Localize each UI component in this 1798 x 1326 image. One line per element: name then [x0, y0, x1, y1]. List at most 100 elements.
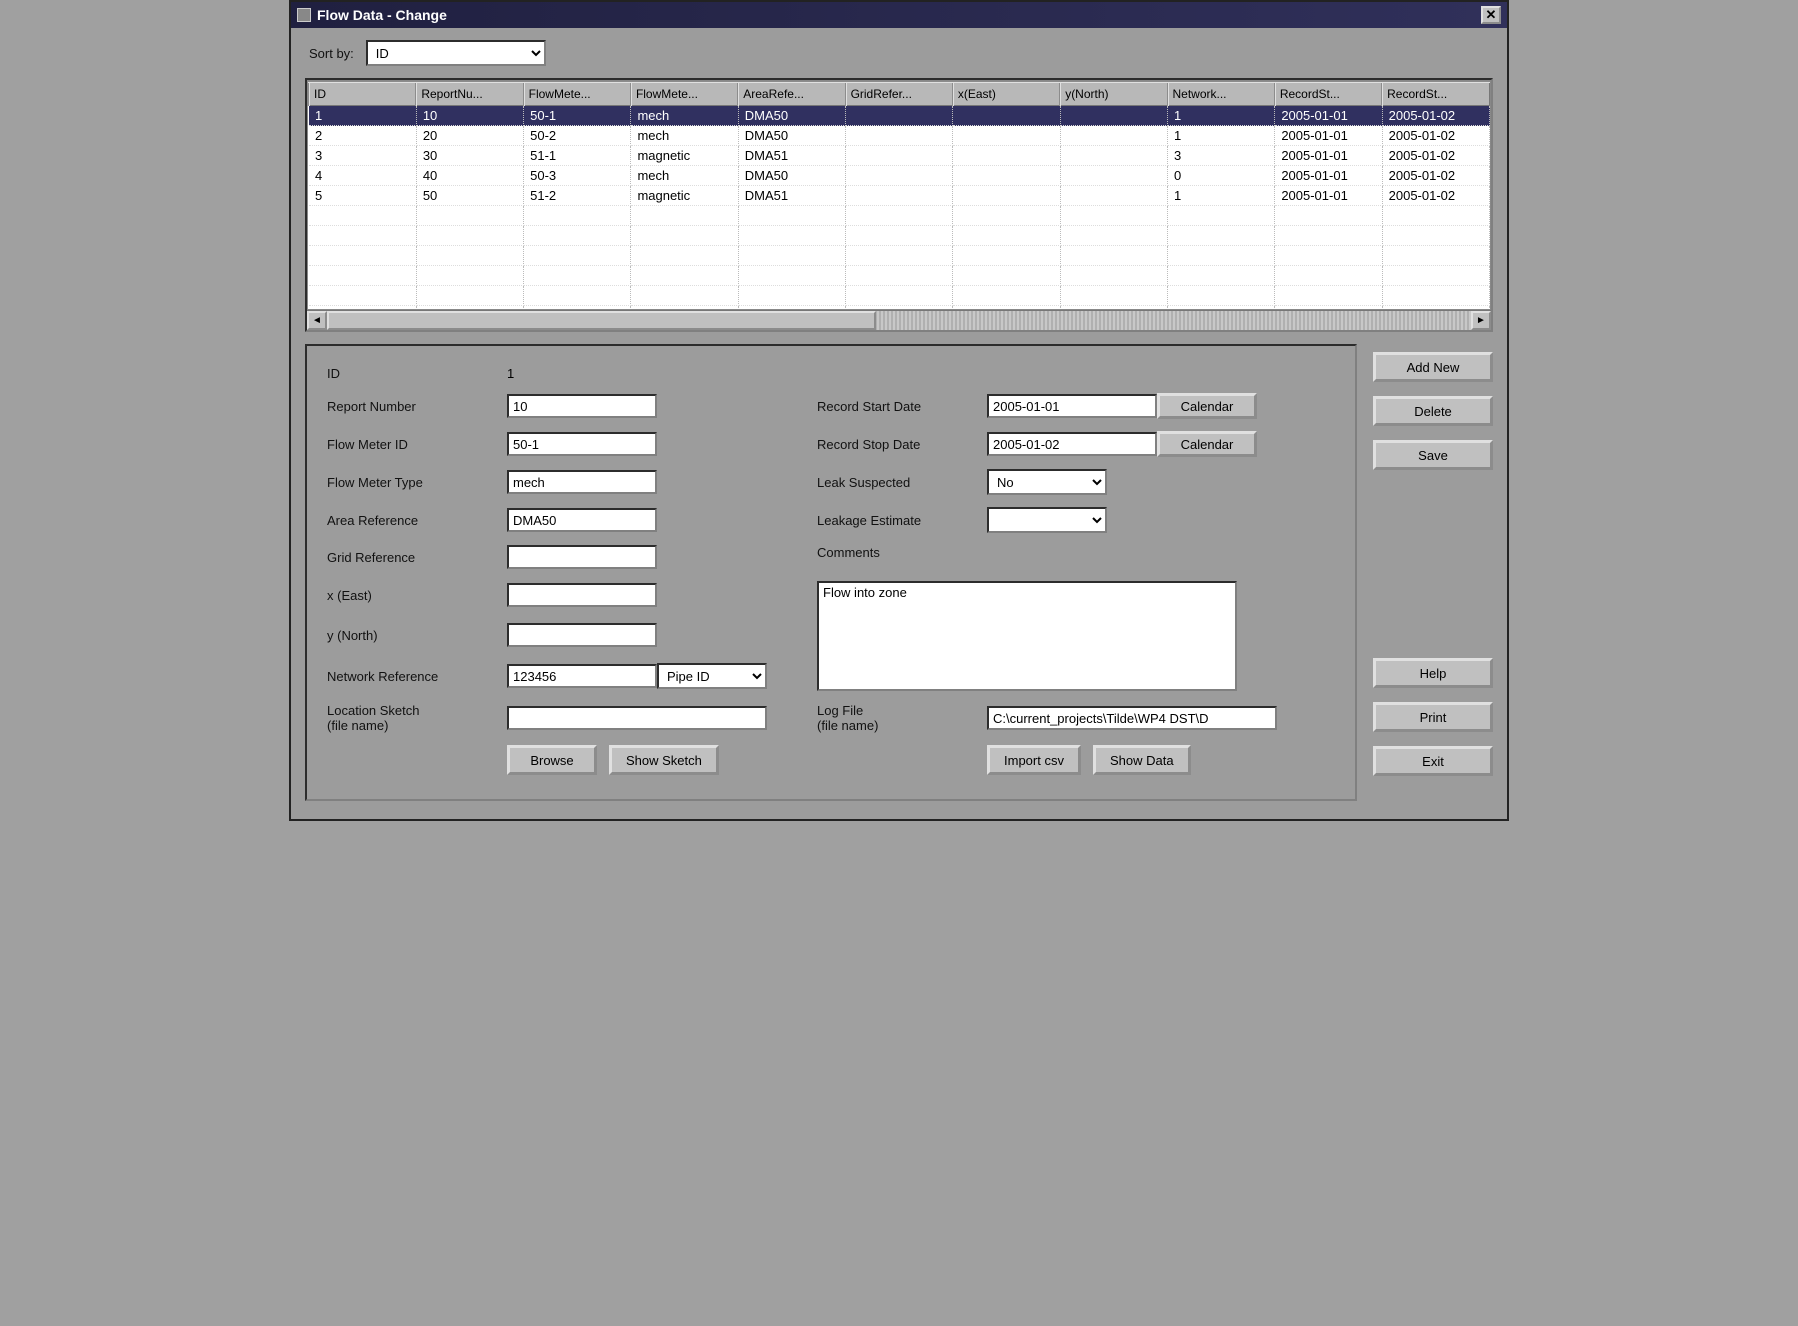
y-label: y (North) [327, 628, 507, 643]
scroll-left-icon[interactable]: ◄ [307, 311, 327, 330]
stopdate-label: Record Stop Date [817, 437, 987, 452]
table-cell: 2005-01-02 [1382, 166, 1489, 186]
type-label: Flow Meter Type [327, 475, 507, 490]
loc-input[interactable] [507, 706, 767, 730]
table-cell [846, 146, 953, 166]
column-header[interactable]: GridRefer... [846, 82, 953, 106]
scroll-thumb[interactable] [327, 311, 876, 330]
table-cell: 2005-01-01 [1275, 186, 1382, 206]
table-cell: 2005-01-02 [1382, 126, 1489, 146]
table-cell [1060, 166, 1167, 186]
type-input[interactable] [507, 470, 657, 494]
comments-textarea[interactable]: Flow into zone [817, 581, 1237, 691]
id-label: ID [327, 366, 507, 381]
y-input[interactable] [507, 623, 657, 647]
area-label: Area Reference [327, 513, 507, 528]
table-cell: 2 [309, 126, 416, 146]
table-cell [846, 166, 953, 186]
leak-select[interactable]: No [987, 469, 1107, 495]
addnew-button[interactable]: Add New [1373, 352, 1493, 382]
app-icon [297, 8, 311, 22]
area-input[interactable] [507, 508, 657, 532]
client-area: Sort by: ID IDReportNu...FlowMete...Flow… [291, 28, 1507, 819]
netref-label: Network Reference [327, 669, 507, 684]
startdate-label: Record Start Date [817, 399, 987, 414]
loc-label: Location Sketch (file name) [327, 703, 507, 733]
table-cell: 2005-01-01 [1275, 126, 1382, 146]
form-panel: ID 1 Report Number Record Start Date Cal… [305, 344, 1357, 801]
column-header[interactable]: RecordSt... [1275, 82, 1382, 106]
column-header[interactable]: y(North) [1060, 82, 1167, 106]
import-csv-button[interactable]: Import csv [987, 745, 1081, 775]
table-row[interactable]: 44050-3mechDMA5002005-01-012005-01-02 [309, 166, 1490, 186]
table-cell: 1 [1168, 106, 1275, 126]
calendar-stop-button[interactable]: Calendar [1157, 431, 1257, 457]
column-header[interactable]: RecordSt... [1382, 82, 1489, 106]
table-cell [1060, 146, 1167, 166]
scroll-right-icon[interactable]: ► [1471, 311, 1491, 330]
sort-select[interactable]: ID [366, 40, 546, 66]
leakest-select[interactable] [987, 507, 1107, 533]
logfile-input[interactable] [987, 706, 1277, 730]
table-cell [1060, 126, 1167, 146]
column-header[interactable]: FlowMete... [631, 82, 738, 106]
netref-type-select[interactable]: Pipe ID [657, 663, 767, 689]
table-cell: 2005-01-01 [1275, 166, 1382, 186]
table-cell: mech [631, 166, 738, 186]
table-cell: DMA50 [738, 106, 845, 126]
browse-button[interactable]: Browse [507, 745, 597, 775]
data-grid[interactable]: IDReportNu...FlowMete...FlowMete...AreaR… [307, 80, 1491, 310]
column-header[interactable]: x(East) [953, 82, 1060, 106]
column-header[interactable]: FlowMete... [524, 82, 631, 106]
close-icon[interactable]: ✕ [1481, 6, 1501, 24]
print-button[interactable]: Print [1373, 702, 1493, 732]
table-row[interactable]: 55051-2magneticDMA5112005-01-012005-01-0… [309, 186, 1490, 206]
show-data-button[interactable]: Show Data [1093, 745, 1191, 775]
table-cell [846, 106, 953, 126]
table-row[interactable]: 22050-2mechDMA5012005-01-012005-01-02 [309, 126, 1490, 146]
report-input[interactable] [507, 394, 657, 418]
table-cell [953, 166, 1060, 186]
table-row [309, 206, 1490, 226]
table-row[interactable]: 11050-1mechDMA5012005-01-012005-01-02 [309, 106, 1490, 126]
show-sketch-button[interactable]: Show Sketch [609, 745, 719, 775]
table-cell: 4 [309, 166, 416, 186]
table-cell: 30 [416, 146, 523, 166]
table-cell [953, 106, 1060, 126]
meter-input[interactable] [507, 432, 657, 456]
table-cell: 20 [416, 126, 523, 146]
calendar-start-button[interactable]: Calendar [1157, 393, 1257, 419]
sort-label: Sort by: [309, 46, 354, 61]
x-label: x (East) [327, 588, 507, 603]
column-header[interactable]: ID [309, 82, 416, 106]
logfile-label: Log File (file name) [817, 703, 987, 733]
comments-label: Comments [817, 545, 987, 560]
grid-hscrollbar[interactable]: ◄ ► [307, 310, 1491, 330]
table-cell: 1 [1168, 186, 1275, 206]
x-input[interactable] [507, 583, 657, 607]
help-button[interactable]: Help [1373, 658, 1493, 688]
table-cell: 50 [416, 186, 523, 206]
table-row [309, 286, 1490, 306]
gridref-input[interactable] [507, 545, 657, 569]
leakest-label: Leakage Estimate [817, 513, 987, 528]
column-header[interactable]: AreaRefe... [738, 82, 845, 106]
table-row [309, 246, 1490, 266]
table-cell: mech [631, 106, 738, 126]
report-label: Report Number [327, 399, 507, 414]
sort-row: Sort by: ID [309, 40, 1493, 66]
column-header[interactable]: Network... [1168, 82, 1275, 106]
id-value: 1 [507, 366, 777, 381]
table-cell: 50-1 [524, 106, 631, 126]
table-cell: 50-3 [524, 166, 631, 186]
column-header[interactable]: ReportNu... [416, 82, 523, 106]
exit-button[interactable]: Exit [1373, 746, 1493, 776]
table-row[interactable]: 33051-1magneticDMA5132005-01-012005-01-0… [309, 146, 1490, 166]
save-button[interactable]: Save [1373, 440, 1493, 470]
table-cell [953, 146, 1060, 166]
window-title: Flow Data - Change [317, 7, 447, 23]
startdate-input[interactable] [987, 394, 1157, 418]
netref-input[interactable] [507, 664, 657, 688]
stopdate-input[interactable] [987, 432, 1157, 456]
delete-button[interactable]: Delete [1373, 396, 1493, 426]
